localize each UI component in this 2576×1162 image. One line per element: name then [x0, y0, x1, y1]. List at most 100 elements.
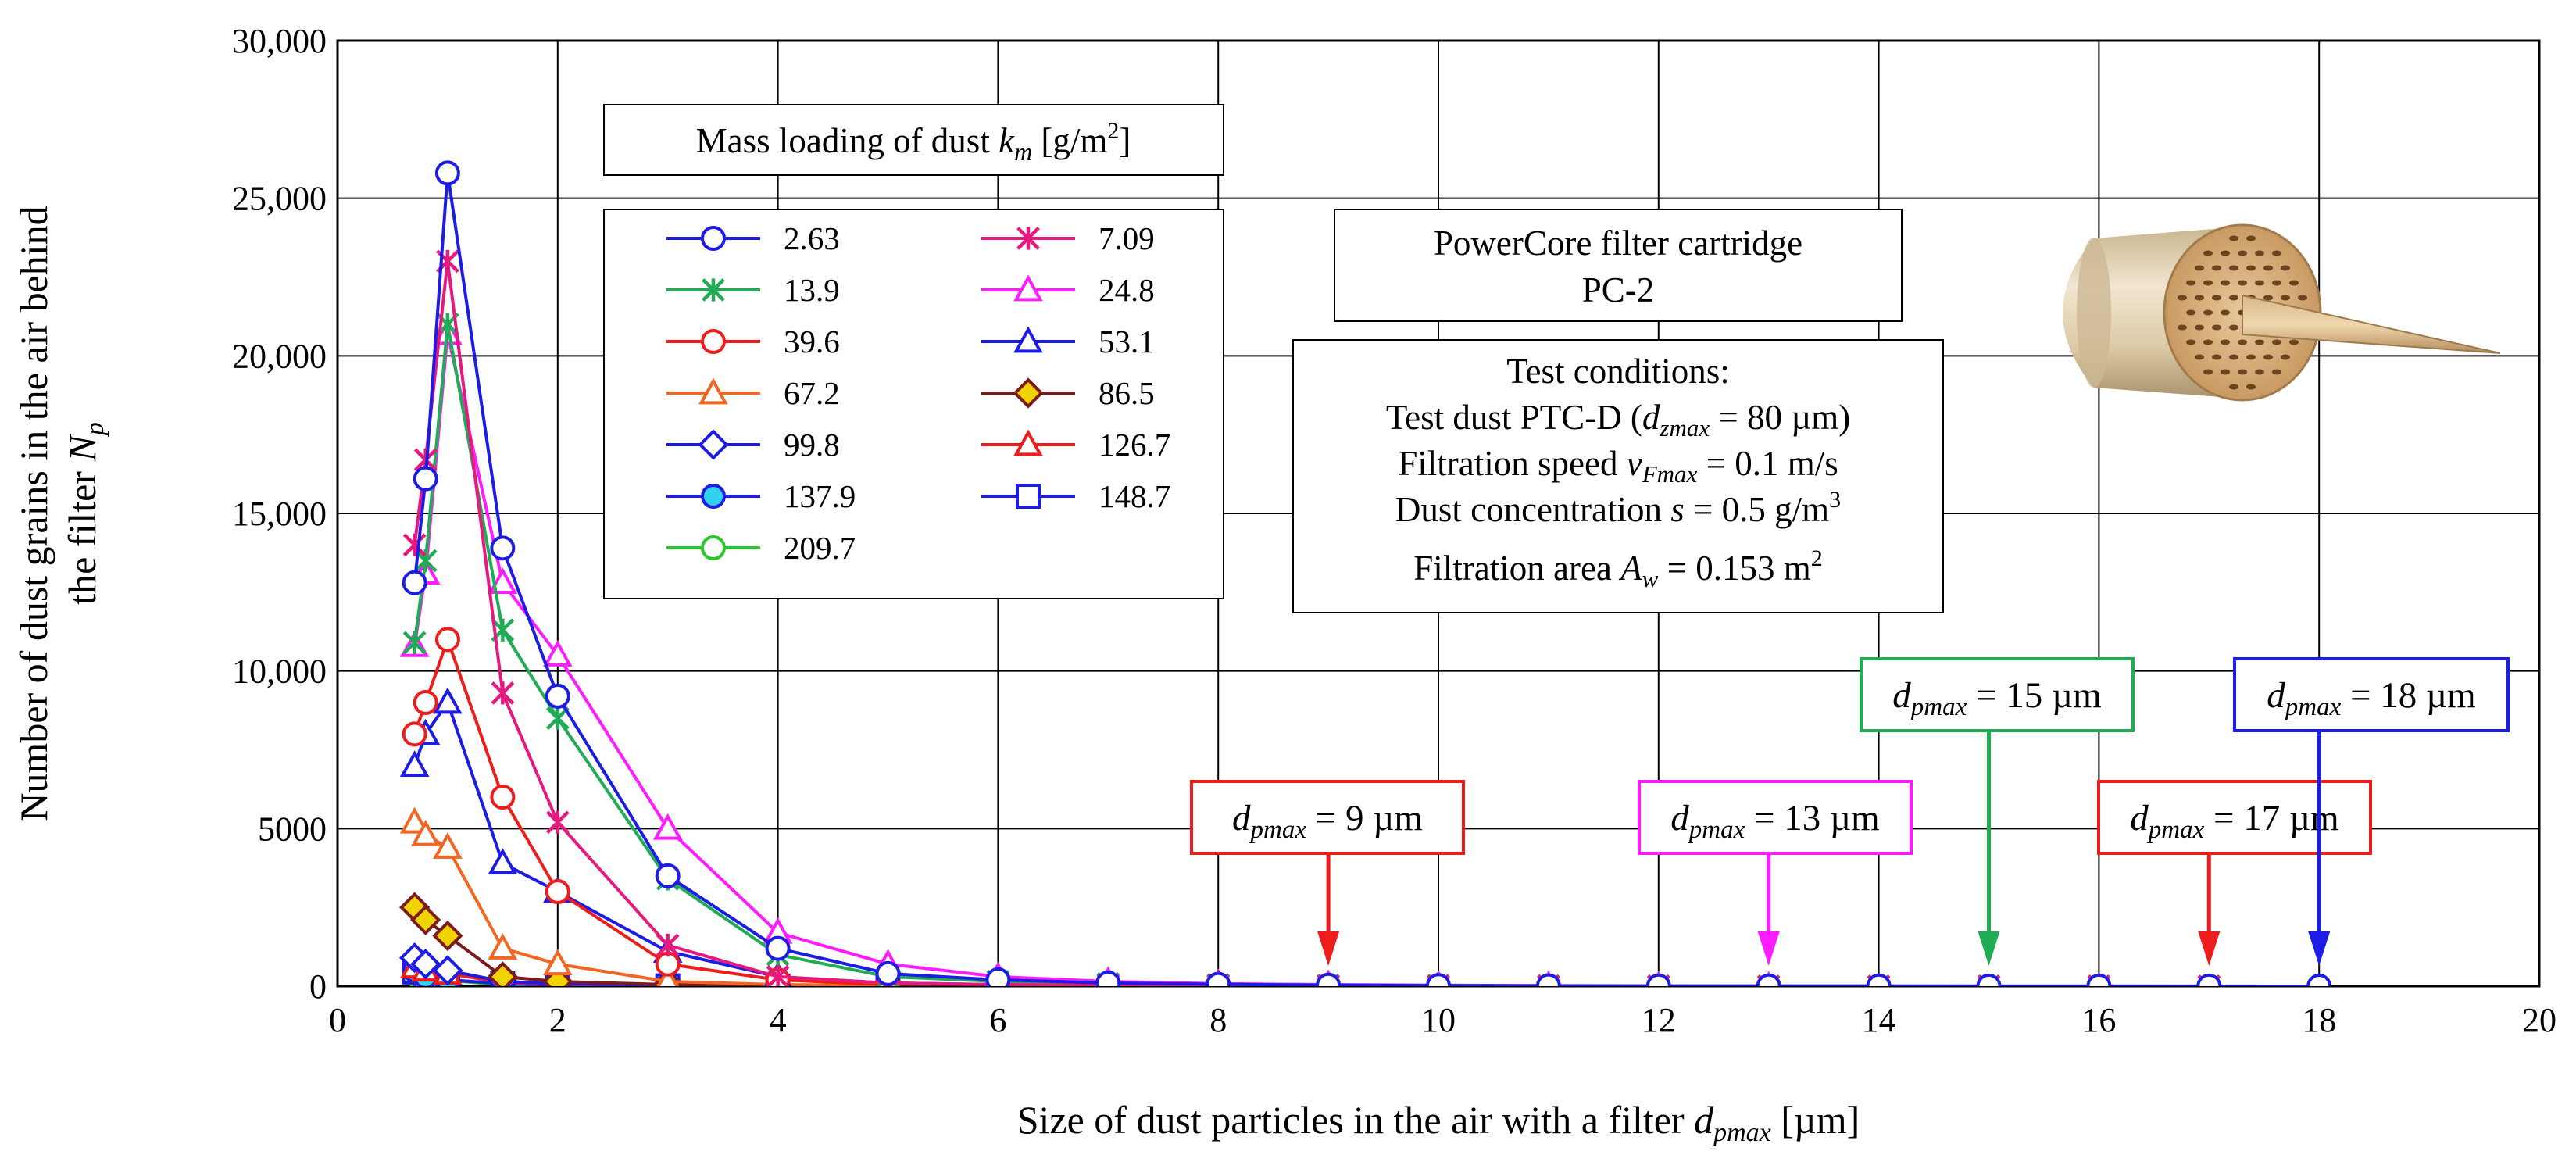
y-tick-label: 30,000	[232, 22, 327, 60]
data-point	[543, 949, 573, 976]
legend-title-box: Mass loading of dust km [g/m2]	[603, 104, 1224, 176]
cartridge-cell	[2221, 280, 2230, 286]
cartridge-cell	[2203, 309, 2213, 316]
legend-label: 209.7	[784, 530, 856, 566]
data-point	[542, 966, 573, 986]
cartridge-cell	[2281, 354, 2290, 360]
legend-marker	[701, 535, 726, 560]
annotation-arrow-head	[1317, 931, 1340, 966]
data-point	[545, 706, 570, 731]
legend-label: 99.8	[784, 427, 840, 463]
cartridge-cell	[2186, 309, 2195, 316]
annotation-dpmax-17: dpmax = 17 µm	[2097, 780, 2372, 966]
data-point	[488, 567, 518, 595]
data-point	[1206, 971, 1231, 986]
cartridge-cell	[2178, 295, 2187, 301]
cartridge-cell	[2255, 280, 2264, 286]
cartridge-cell	[2289, 280, 2299, 286]
data-point	[433, 687, 463, 714]
cartridge-cell	[2195, 354, 2204, 360]
data-point	[652, 813, 683, 840]
annotation-dpmax-15: dpmax = 15 µm	[1860, 657, 2135, 966]
data-point	[433, 832, 463, 859]
test-conditions-area: Filtration area Aw = 0.153 m2	[1413, 545, 1822, 592]
x-tick-label: 12	[1642, 1001, 1676, 1039]
data-point	[1316, 972, 1342, 986]
y-tick-label: 10,000	[232, 653, 327, 691]
annotation-dpmax-13: dpmax = 13 µm	[1638, 780, 1913, 966]
data-point	[985, 967, 1011, 986]
cartridge-cell	[2246, 235, 2256, 241]
legend-marker	[701, 329, 726, 354]
cartridge-cell	[2203, 250, 2213, 256]
cartridge-cell	[2272, 280, 2281, 286]
legend-item-137.9: 137.9	[666, 478, 856, 514]
annotation-dpmax-18: dpmax = 18 µm	[2233, 657, 2510, 966]
data-point	[488, 848, 518, 875]
legend-label: 148.7	[1099, 478, 1170, 514]
data-point	[1756, 973, 1781, 986]
data-point	[487, 961, 518, 986]
x-tick-label: 0	[329, 1001, 346, 1039]
cartridge-cell	[2203, 369, 2213, 375]
cartridge-cell	[2246, 265, 2256, 271]
data-point	[545, 683, 570, 709]
legend-item-99.8: 99.8	[666, 427, 840, 463]
legend-marker	[698, 377, 728, 405]
cartridge-cell	[2221, 309, 2230, 316]
legend-label: 126.7	[1099, 427, 1170, 463]
legend-label: 67.2	[784, 375, 840, 411]
legend-marker	[1016, 227, 1040, 250]
cartridge-cell	[2195, 265, 2204, 271]
y-tick-label: 0	[309, 967, 327, 1006]
annotation-dpmax-9: dpmax = 9 µm	[1190, 780, 1465, 966]
legend-marker	[1016, 484, 1041, 509]
cartridge-cell	[2281, 265, 2290, 271]
data-point	[1535, 973, 1561, 986]
cartridge-cell	[2178, 324, 2187, 331]
cartridge-cell	[2255, 339, 2264, 345]
x-tick-label: 10	[1421, 1001, 1456, 1039]
annotation-box	[1638, 780, 1913, 855]
data-point	[434, 160, 460, 186]
cartridge-cell	[2246, 354, 2256, 360]
legend-marker	[701, 226, 726, 251]
y-axis-label: Number of dust grains in the air behind …	[12, 206, 109, 821]
cartridge-cell	[2212, 295, 2221, 301]
data-point	[1095, 970, 1121, 986]
annotation-label: dpmax = 9 µm	[1232, 798, 1423, 844]
legend-marker	[702, 278, 725, 302]
data-point	[399, 806, 430, 834]
x-tick-label: 20	[2522, 1001, 2556, 1039]
x-tick-label: 14	[1862, 1001, 1896, 1039]
legend-label: 2.63	[784, 220, 840, 256]
cartridge-cell	[2263, 295, 2273, 301]
cartridge-cell	[2186, 280, 2195, 286]
data-point	[402, 631, 427, 655]
cartridge-cell	[2229, 265, 2238, 271]
annotation-box	[2097, 780, 2372, 855]
cartridge-cell	[2272, 250, 2281, 256]
data-point	[545, 810, 570, 835]
data-point	[1426, 973, 1451, 986]
legend-marker	[1013, 326, 1043, 353]
series-39.6	[402, 627, 901, 986]
cartridge-cell	[2195, 324, 2204, 331]
data-point	[2306, 974, 2332, 986]
annotation-box	[2233, 657, 2510, 732]
data-point	[402, 533, 427, 557]
annotation-box	[1860, 657, 2135, 732]
legend-label: 24.8	[1099, 272, 1155, 308]
legend-item-2.63: 2.63	[666, 220, 840, 256]
info-box: PowerCore filter cartridge PC-2	[1334, 209, 1903, 322]
y-tick-label: 5000	[258, 810, 327, 848]
data-point	[402, 570, 427, 595]
cartridge-cell	[2298, 295, 2307, 301]
data-point	[655, 863, 681, 888]
cartridge-cell	[2238, 339, 2247, 345]
legend-marker	[1013, 429, 1043, 456]
legend-item-67.2: 67.2	[666, 375, 840, 411]
cartridge-cell	[2212, 354, 2221, 360]
test-conditions-box: Test conditions: Test dust PTC-D (dzmax …	[1292, 339, 1944, 613]
